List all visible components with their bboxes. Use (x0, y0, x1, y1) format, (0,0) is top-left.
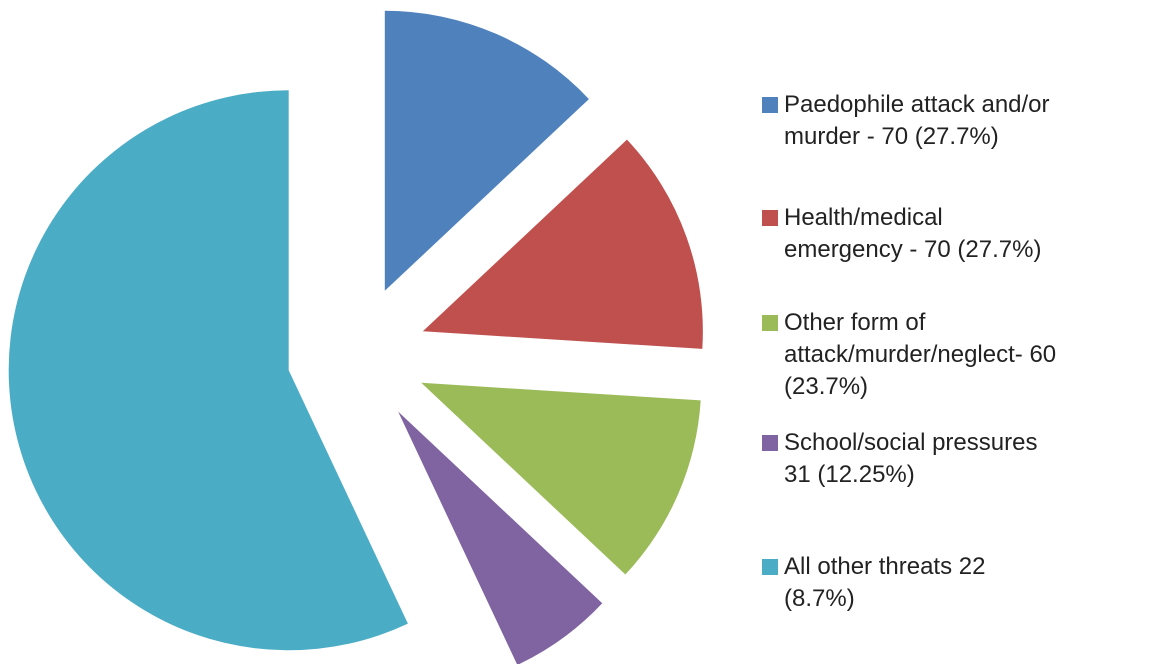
legend-label: Other form of attack/murder/neglect- 60 … (784, 309, 1057, 400)
pie-slice (421, 382, 701, 575)
legend-label: School/social pressures 31 (12.25%) (784, 429, 1038, 488)
legend-swatch (762, 315, 778, 331)
pie-slice (384, 10, 589, 291)
legend-swatch (762, 97, 778, 113)
legend-label: All other threats 22 (8.7%) (784, 553, 986, 612)
legend-label: Paedophile attack and/or murder - 70 (27… (784, 91, 1050, 150)
pie-area (8, 10, 703, 664)
pie-slice (398, 411, 603, 664)
legend-label: Health/medical emergency - 70 (27.7%) (784, 204, 1042, 263)
legend-swatch (762, 559, 778, 575)
legend-swatch (762, 435, 778, 451)
pie-slice (422, 139, 703, 349)
legend-swatch (762, 210, 778, 226)
pie-slice (8, 90, 408, 651)
